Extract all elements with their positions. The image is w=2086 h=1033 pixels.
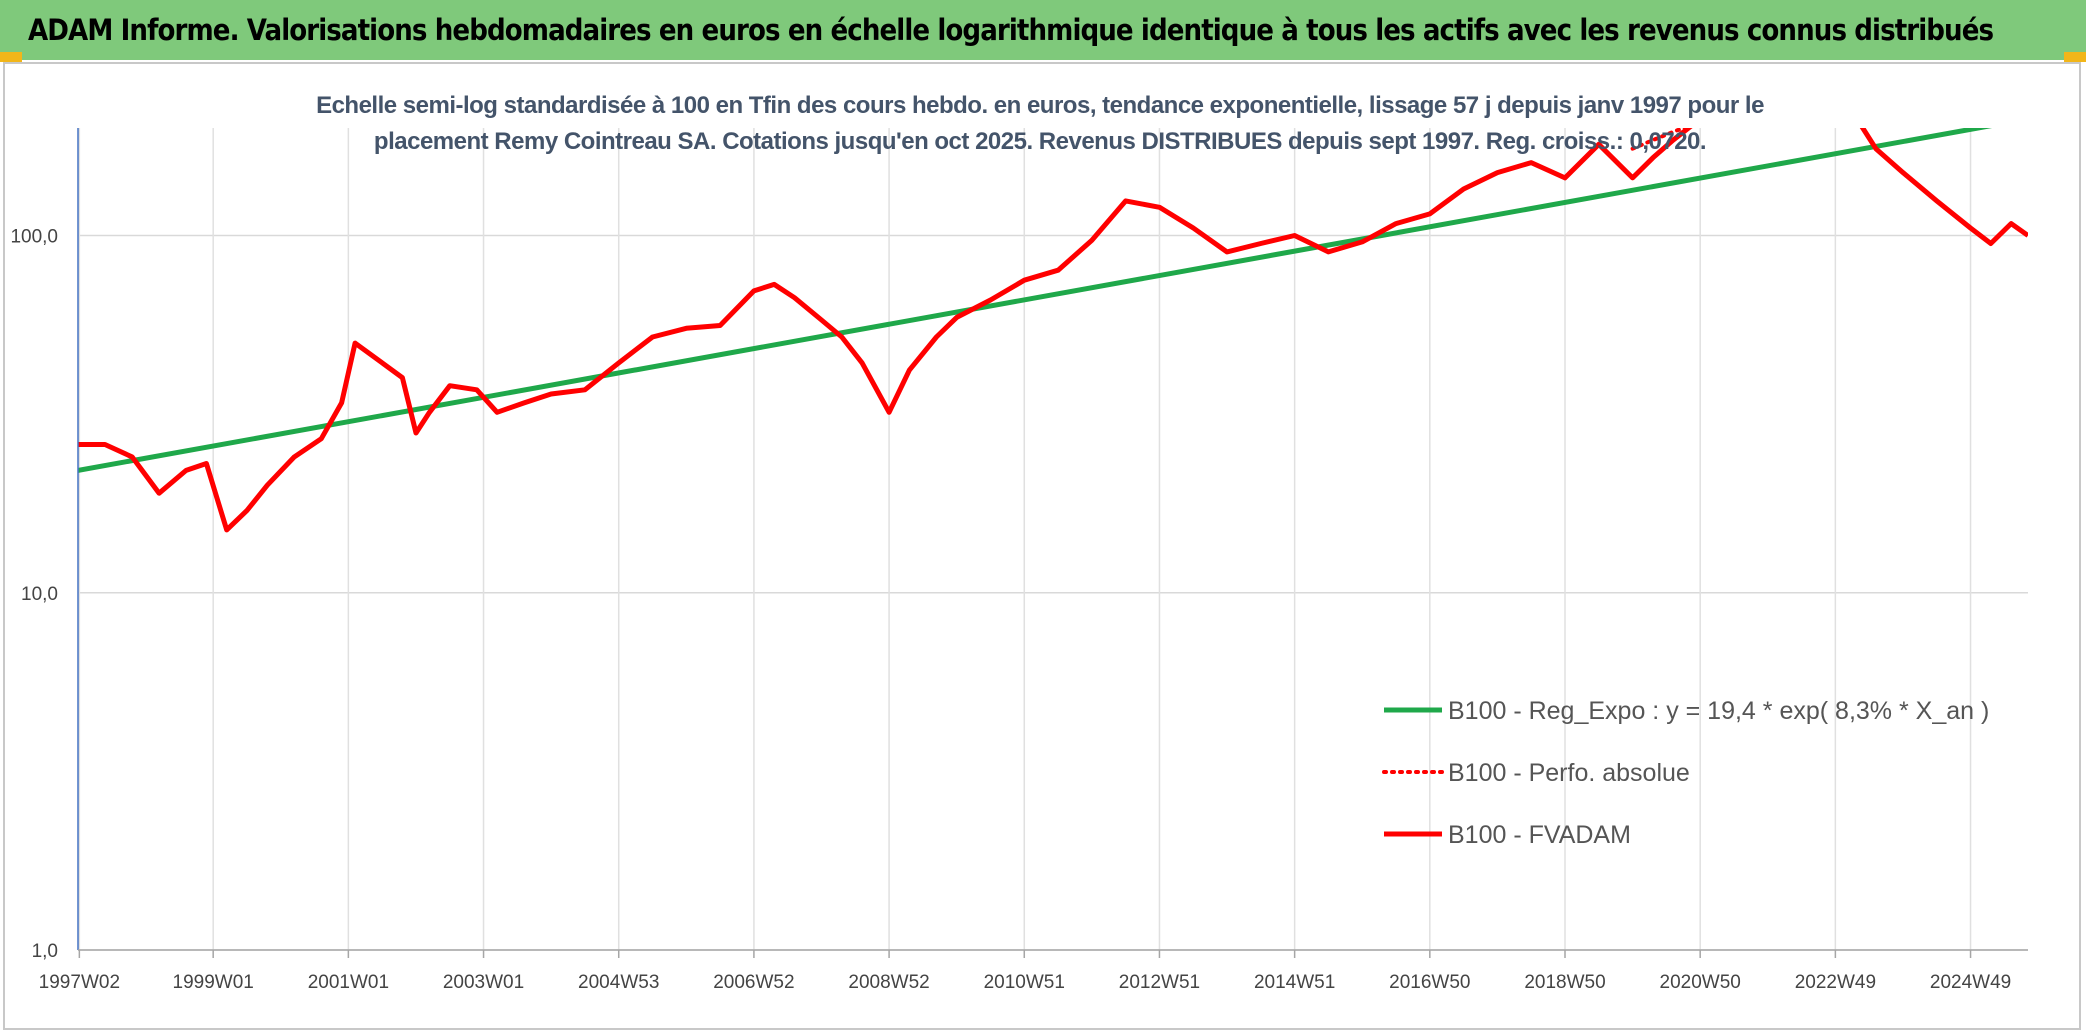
x-tick-label: 2003W01	[443, 972, 524, 993]
corner-marker-right	[2064, 52, 2086, 62]
x-tick-label: 2016W50	[1389, 972, 1470, 993]
axes: 1,0 10,0 100,0 1997W02 1999W01 2001W01 2003W01…	[10, 128, 2028, 993]
legend: B100 - Reg_Expo : y = 19,4 * exp( 8,3% *…	[1382, 697, 1989, 849]
y-tick-label: 100,0	[10, 227, 58, 248]
x-tick-label: 2014W51	[1254, 972, 1335, 993]
x-tick-label: 2022W49	[1795, 972, 1876, 993]
x-tick-label: 2008W52	[848, 972, 929, 993]
report-banner: ADAM Informe. Valorisations hebdomadaire…	[0, 0, 2086, 60]
legend-label-1: B100 - Perfo. absolue	[1448, 759, 1690, 787]
report-title: ADAM Informe. Valorisations hebdomadaire…	[28, 13, 1994, 47]
x-tick-label: 1997W02	[39, 972, 120, 993]
x-tick-label: 2001W01	[308, 972, 389, 993]
x-tick-label: 2006W52	[713, 972, 794, 993]
x-tick-label: 2010W51	[984, 972, 1065, 993]
series-layer	[78, 128, 2028, 533]
chart-title: Echelle semi-log standardisée à 100 en T…	[316, 92, 1764, 155]
x-tick-label: 2020W50	[1660, 972, 1741, 993]
series-line-1	[1630, 128, 1690, 151]
x-tick-label: 2012W51	[1119, 972, 1200, 993]
corner-marker-left	[0, 52, 22, 62]
y-tick-label: 10,0	[21, 584, 58, 605]
legend-label-2: B100 - FVADAM	[1448, 821, 1631, 849]
x-tick-label: 2024W49	[1930, 972, 2011, 993]
series-line-0	[78, 128, 1993, 473]
x-tick-label: 2004W53	[578, 972, 659, 993]
series-line-2	[78, 128, 2028, 533]
x-tick-label: 2018W50	[1524, 972, 1605, 993]
x-tick-label: 1999W01	[173, 972, 254, 993]
legend-label-0: B100 - Reg_Expo : y = 19,4 * exp( 8,3% *…	[1448, 697, 1989, 725]
chart-frame	[3, 62, 2081, 1030]
grid-lines	[78, 128, 2028, 951]
y-tick-label: 1,0	[32, 941, 58, 962]
